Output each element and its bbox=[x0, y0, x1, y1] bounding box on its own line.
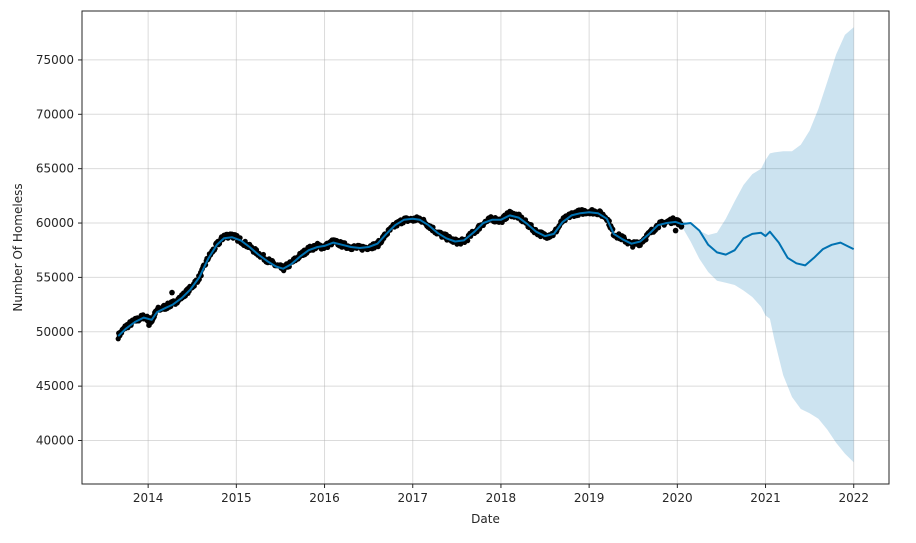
y-tick-label-40000: 40000 bbox=[36, 434, 74, 448]
uncertainty-band bbox=[681, 27, 854, 463]
y-tick-label-60000: 60000 bbox=[36, 216, 74, 230]
y-tick-label-65000: 65000 bbox=[36, 162, 74, 176]
x-tick-label-2016: 2016 bbox=[309, 491, 340, 505]
observed-point bbox=[679, 223, 685, 229]
x-tick-label-2019: 2019 bbox=[574, 491, 605, 505]
x-tick-label-2014: 2014 bbox=[133, 491, 164, 505]
observed-point bbox=[169, 289, 175, 296]
y-tick-label-50000: 50000 bbox=[36, 325, 74, 339]
y-axis-label: Number Of Homeless bbox=[11, 183, 25, 311]
x-axis-ticks: 2014 2015 2016 2017 2018 2019 2020 2021 2022 bbox=[133, 484, 869, 505]
uncertainty-band-layer bbox=[681, 27, 854, 463]
x-axis-label: Date bbox=[471, 512, 500, 526]
y-axis-ticks: 40000 45000 50000 55000 60000 65000 70000 75000 bbox=[36, 53, 82, 448]
observed-point bbox=[260, 251, 266, 258]
x-tick-label-2022: 2022 bbox=[838, 491, 869, 505]
y-tick-label-75000: 75000 bbox=[36, 53, 74, 67]
forecast-line bbox=[117, 211, 855, 337]
y-tick-label-70000: 70000 bbox=[36, 107, 74, 121]
x-tick-label-2021: 2021 bbox=[750, 491, 781, 505]
observed-point bbox=[146, 322, 152, 329]
y-tick-label-55000: 55000 bbox=[36, 270, 74, 284]
forecast-line-layer bbox=[117, 211, 855, 337]
observed-point bbox=[672, 227, 679, 234]
y-tick-label-45000: 45000 bbox=[36, 379, 74, 393]
x-tick-label-2015: 2015 bbox=[221, 491, 252, 505]
plot-frame bbox=[81, 10, 890, 485]
x-tick-label-2020: 2020 bbox=[662, 491, 693, 505]
x-tick-label-2017: 2017 bbox=[397, 491, 428, 505]
x-tick-label-2018: 2018 bbox=[486, 491, 517, 505]
